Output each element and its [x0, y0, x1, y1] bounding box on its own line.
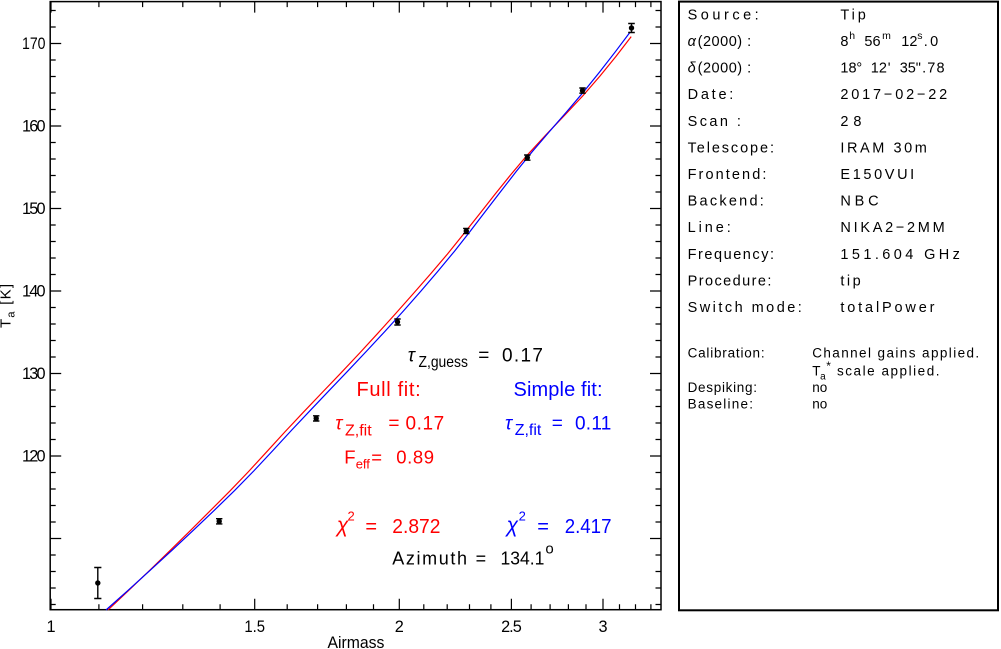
svg-text:Channel gains applied.: Channel gains applied. — [812, 345, 979, 360]
svg-text:1.5: 1.5 — [244, 618, 265, 636]
svg-text:2: 2 — [395, 618, 404, 636]
svg-text:Procedure:: Procedure: — [688, 273, 772, 289]
svg-text:=: = — [478, 346, 489, 367]
svg-text:a: a — [820, 372, 826, 383]
svg-text:Z,fit: Z,fit — [345, 423, 372, 440]
svg-text:m: m — [882, 30, 891, 42]
svg-text:=: = — [476, 549, 487, 569]
svg-text:NBC: NBC — [840, 194, 878, 210]
svg-text:140: 140 — [22, 283, 46, 301]
svg-text:Z,fit: Z,fit — [515, 422, 542, 439]
svg-text:Switch mode:: Switch mode: — [688, 300, 802, 316]
svg-text:0.89: 0.89 — [396, 447, 434, 468]
svg-text:2.5: 2.5 — [501, 618, 522, 636]
svg-text:Backend:: Backend: — [688, 194, 764, 210]
svg-text:scale applied.: scale applied. — [837, 363, 940, 378]
svg-text:151.604 GHz: 151.604 GHz — [840, 247, 960, 263]
svg-text:s: s — [917, 30, 922, 42]
svg-text:°: ° — [856, 61, 862, 77]
svg-text:no: no — [812, 397, 827, 412]
svg-text:56: 56 — [864, 34, 880, 50]
svg-text:=: = — [365, 516, 377, 538]
svg-text:Calibration:: Calibration: — [688, 345, 765, 360]
svg-text:=: = — [537, 516, 549, 538]
svg-text:o: o — [545, 541, 553, 558]
svg-text:no: no — [812, 380, 827, 395]
svg-text:120: 120 — [22, 448, 46, 466]
svg-text:Z,guess: Z,guess — [419, 354, 468, 371]
svg-text:(2000) :: (2000) : — [698, 34, 752, 50]
svg-text:134.1: 134.1 — [501, 549, 545, 569]
svg-text:Azimuth: Azimuth — [392, 549, 467, 569]
svg-text:*: * — [826, 359, 831, 373]
svg-text:Despiking:: Despiking: — [688, 380, 757, 395]
svg-text:2: 2 — [348, 509, 355, 524]
svg-text:Scan :: Scan : — [688, 114, 741, 130]
svg-text:Frequency:: Frequency: — [688, 247, 774, 263]
svg-text:0.11: 0.11 — [575, 414, 611, 435]
svg-text:18: 18 — [840, 61, 856, 77]
svg-text:h: h — [849, 30, 855, 42]
svg-text:Full fit:: Full fit: — [357, 379, 421, 401]
svg-text:130: 130 — [22, 365, 46, 383]
svg-text:Ta [K]: Ta [K] — [0, 284, 18, 328]
svg-text:χ: χ — [335, 514, 349, 537]
svg-text:8: 8 — [840, 34, 848, 50]
svg-text:Frontend:: Frontend: — [688, 167, 767, 183]
svg-text:": " — [916, 61, 921, 77]
svg-text:.0: .0 — [924, 34, 938, 50]
svg-text:F: F — [344, 446, 355, 467]
svg-text:NIKA2−2MM: NIKA2−2MM — [840, 220, 944, 236]
svg-text:12: 12 — [871, 61, 887, 77]
svg-text:IRAM 30m: IRAM 30m — [840, 140, 927, 156]
svg-text:δ: δ — [688, 61, 697, 77]
svg-text:Tip: Tip — [840, 7, 865, 23]
svg-text:12: 12 — [901, 34, 917, 50]
svg-text:2: 2 — [519, 509, 526, 524]
svg-text:Baseline:: Baseline: — [688, 397, 753, 412]
svg-text:α: α — [688, 34, 697, 50]
svg-text:2.872: 2.872 — [392, 516, 440, 538]
svg-text:=: = — [388, 414, 399, 435]
svg-text:totalPower: totalPower — [840, 300, 934, 316]
svg-text:150: 150 — [22, 200, 46, 218]
svg-text:2.417: 2.417 — [565, 516, 612, 538]
svg-text:Simple fit:: Simple fit: — [514, 379, 603, 401]
svg-text:Airmass: Airmass — [328, 634, 385, 649]
svg-text:35: 35 — [900, 61, 916, 77]
svg-text:160: 160 — [22, 118, 46, 136]
svg-text:.78: .78 — [922, 61, 945, 77]
svg-text:Telescope:: Telescope: — [688, 140, 774, 156]
svg-text:170: 170 — [22, 35, 46, 53]
svg-text:χ: χ — [505, 514, 519, 537]
svg-text:3: 3 — [598, 618, 607, 636]
svg-text:τ: τ — [335, 414, 344, 435]
svg-text:=: = — [371, 446, 382, 467]
svg-text:0.17: 0.17 — [406, 414, 445, 435]
svg-text:τ: τ — [505, 414, 514, 435]
svg-text:1: 1 — [46, 618, 55, 636]
svg-text:': ' — [888, 61, 891, 77]
svg-text:0.17: 0.17 — [502, 346, 543, 367]
svg-text:(2000) :: (2000) : — [698, 61, 752, 77]
svg-text:=: = — [552, 414, 563, 435]
svg-text:τ: τ — [408, 346, 417, 367]
svg-text:Line:: Line: — [688, 220, 731, 236]
svg-text:eff: eff — [356, 456, 371, 471]
svg-text:T: T — [812, 363, 820, 378]
